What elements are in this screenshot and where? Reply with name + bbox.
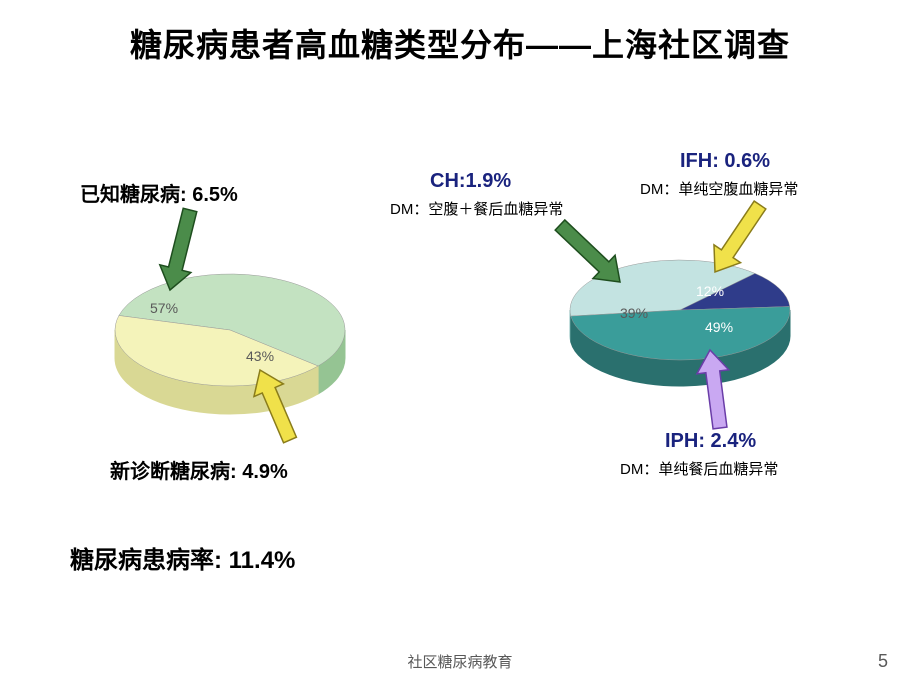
footer-text: 社区糖尿病教育 — [0, 651, 920, 672]
page-number: 5 — [878, 651, 888, 672]
arrow-iph — [697, 350, 729, 429]
arrow-ifh — [714, 201, 766, 272]
prevalence-statistic: 糖尿病患病率: 11.4% — [70, 540, 295, 575]
arrow-ch — [555, 220, 620, 282]
arrow-new — [254, 370, 296, 443]
slide: 糖尿病患者高血糖类型分布——上海社区调查 已知糖尿病: 6.5% 新诊断糖尿病:… — [0, 0, 920, 690]
arrows-overlay — [0, 0, 920, 690]
arrow-known — [160, 208, 197, 290]
